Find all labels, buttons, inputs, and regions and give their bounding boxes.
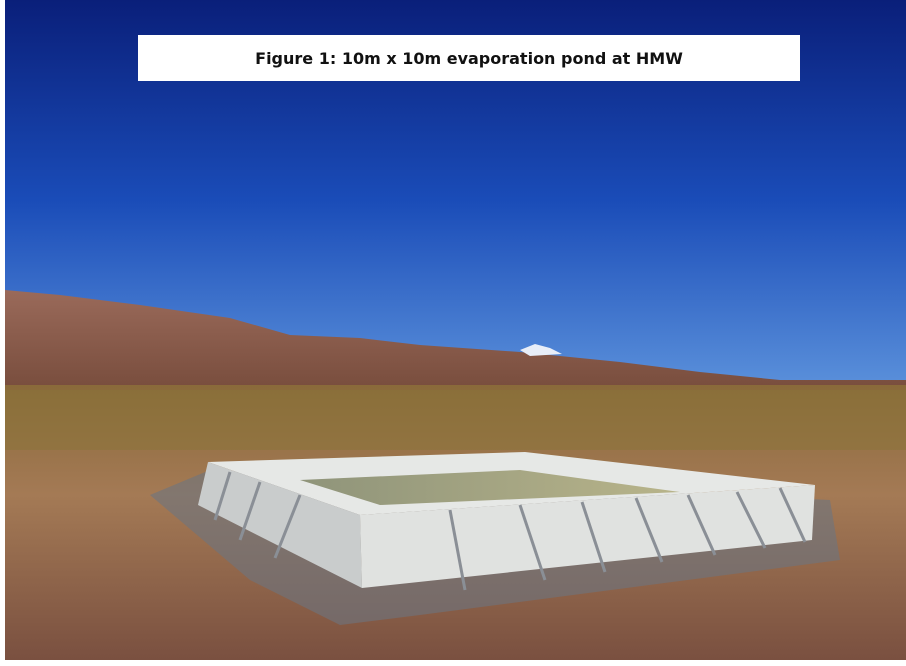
caption-box — [138, 35, 800, 81]
pond-left-wall — [198, 462, 362, 588]
scene — [5, 0, 906, 660]
pond-front-wall — [360, 485, 815, 588]
vegetation — [5, 390, 906, 450]
pond-supports — [213, 471, 807, 591]
cloud — [520, 344, 562, 356]
caption: Figure 1: 10m x 10m evaporation pond at … — [255, 49, 683, 68]
pond-water — [300, 470, 680, 505]
